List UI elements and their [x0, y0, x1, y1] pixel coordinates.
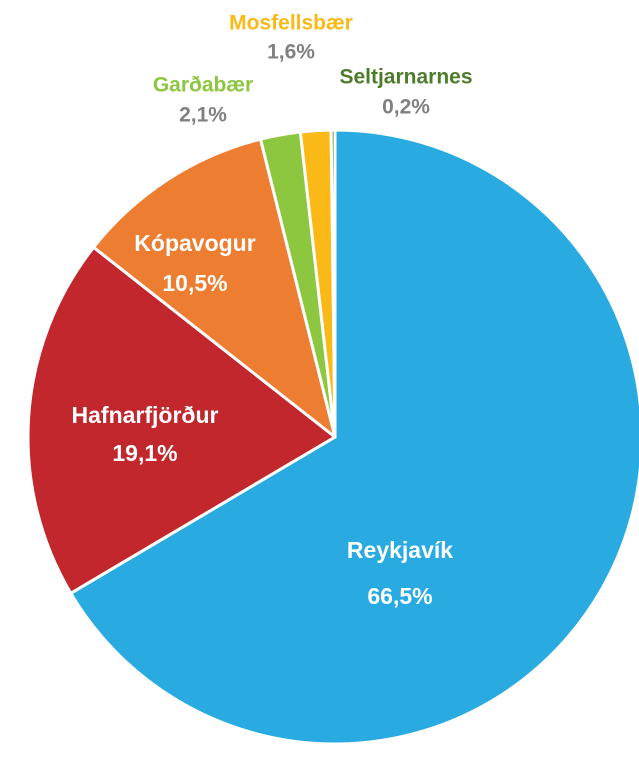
pie-slice — [329, 128, 337, 439]
slice-value-label: 2,1% — [179, 104, 227, 127]
slice-label: Garðabær — [153, 74, 253, 97]
slice-value-label: 1,6% — [267, 41, 315, 64]
slice-label: Reykjavík — [347, 537, 453, 563]
slice-value-label: 19,1% — [112, 440, 177, 466]
pie-slice — [92, 137, 337, 439]
slice-value-label: 10,5% — [162, 270, 227, 296]
slice-label: Mosfellsbær — [229, 12, 353, 35]
pie-slice — [69, 128, 639, 746]
slice-label: Seltjarnarnes — [339, 66, 472, 89]
slice-value-label: 66,5% — [367, 583, 432, 609]
pie-slice — [26, 245, 337, 595]
slice-label: Kópavogur — [134, 230, 255, 256]
slice-value-label: 0,2% — [382, 96, 430, 119]
slice-label: Hafnarfjörður — [72, 402, 219, 428]
